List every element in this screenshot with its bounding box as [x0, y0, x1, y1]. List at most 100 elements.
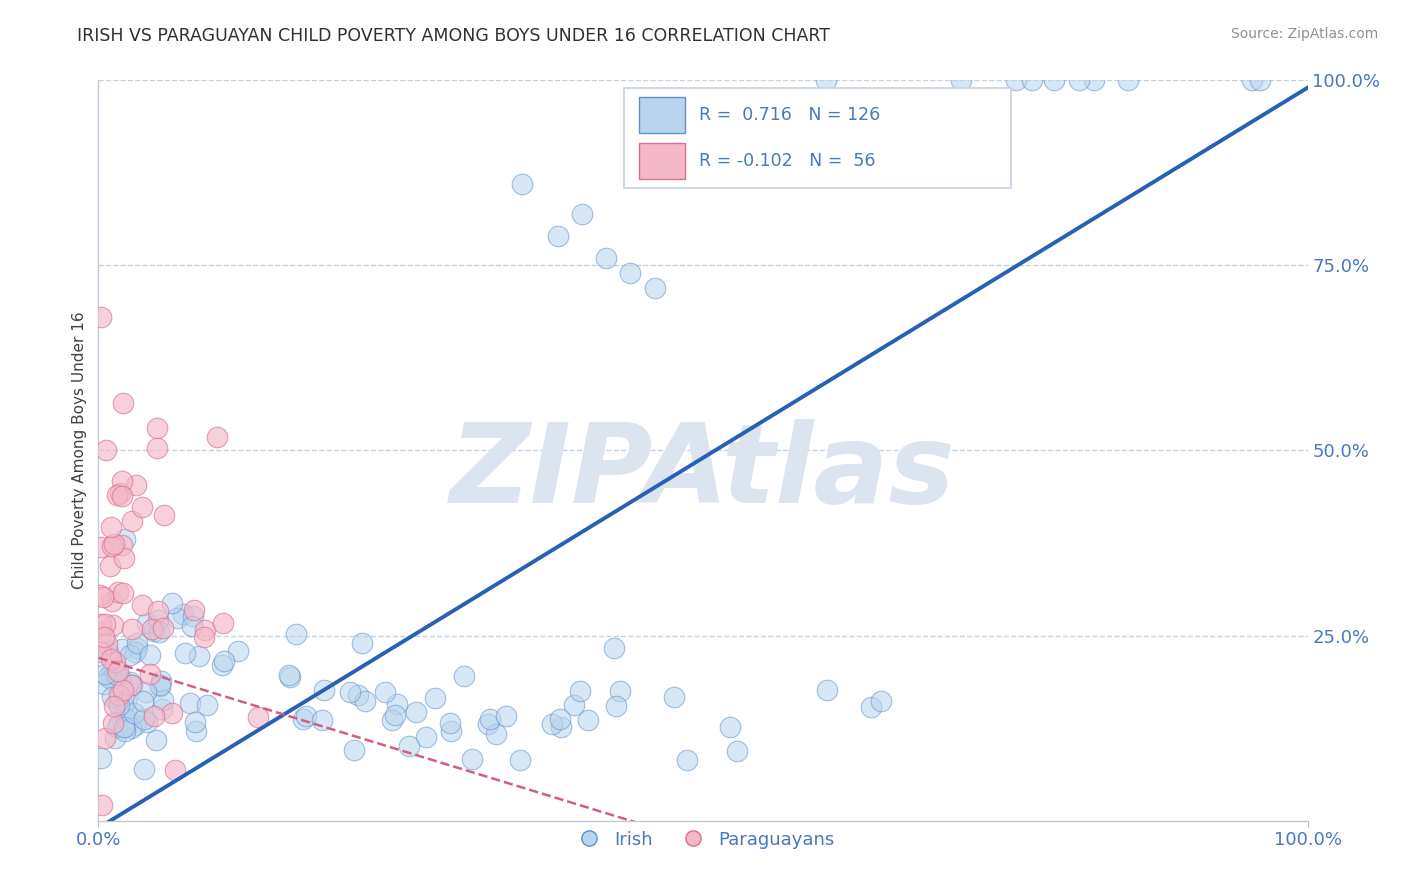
Point	[120, 648, 142, 662]
Point	[139, 666, 162, 681]
Point	[211, 657, 233, 672]
Point	[115, 694, 138, 708]
Point	[94, 616, 117, 631]
Point	[312, 682, 335, 697]
Point	[342, 743, 364, 757]
Point	[1241, 73, 1264, 87]
Point	[152, 692, 174, 706]
Point	[174, 647, 197, 661]
Point	[350, 635, 373, 649]
Point	[1069, 73, 1091, 87]
Point	[121, 622, 143, 636]
Point	[111, 538, 134, 552]
Point	[111, 697, 134, 711]
Point	[97, 670, 120, 684]
Point	[384, 708, 406, 723]
Point	[101, 594, 124, 608]
Point	[550, 720, 572, 734]
Point	[98, 558, 121, 573]
Point	[125, 477, 148, 491]
Point	[105, 488, 128, 502]
Point	[339, 684, 361, 698]
Point	[115, 703, 138, 717]
Text: R = -0.102   N =  56: R = -0.102 N = 56	[699, 152, 876, 170]
Bar	[638, 97, 685, 133]
Point	[108, 485, 131, 500]
Point	[405, 705, 427, 719]
Point	[160, 706, 183, 720]
Point	[166, 610, 188, 624]
Point	[114, 720, 136, 734]
Point	[662, 690, 685, 704]
Point	[112, 683, 135, 698]
Point	[509, 753, 531, 767]
Point	[104, 655, 127, 669]
Point	[181, 608, 204, 623]
Point	[91, 590, 114, 604]
Point	[146, 613, 169, 627]
Point	[870, 694, 893, 708]
Point	[725, 744, 748, 758]
Point	[112, 586, 135, 600]
Point	[603, 640, 626, 655]
Point	[107, 585, 129, 599]
Point	[184, 724, 207, 739]
Point	[247, 710, 270, 724]
Point	[153, 508, 176, 522]
Point	[114, 533, 136, 547]
Point	[165, 763, 187, 777]
Point	[138, 648, 160, 663]
Point	[595, 251, 617, 265]
Point	[93, 666, 115, 681]
Point	[91, 798, 114, 813]
Point	[817, 683, 839, 698]
Point	[112, 551, 135, 566]
Point	[354, 694, 377, 708]
Text: Source: ZipAtlas.com: Source: ZipAtlas.com	[1230, 27, 1378, 41]
Point	[195, 698, 218, 712]
Point	[136, 715, 159, 730]
Point	[135, 684, 157, 698]
Point	[111, 489, 134, 503]
Legend: Irish, Paraguayans: Irish, Paraguayans	[564, 823, 842, 856]
Point	[96, 636, 118, 650]
Point	[194, 624, 217, 638]
Point	[1043, 73, 1066, 87]
Point	[111, 474, 134, 488]
Point	[111, 642, 134, 657]
Point	[184, 714, 207, 729]
Point	[90, 540, 112, 554]
Point	[145, 732, 167, 747]
Point	[183, 603, 205, 617]
Point	[193, 631, 215, 645]
Point	[100, 520, 122, 534]
FancyBboxPatch shape	[624, 87, 1011, 187]
Point	[295, 709, 318, 723]
Point	[105, 668, 128, 682]
Point	[1083, 73, 1105, 87]
Point	[1021, 73, 1043, 87]
Point	[124, 718, 146, 732]
Point	[478, 713, 501, 727]
Point	[439, 716, 461, 731]
Point	[101, 690, 124, 704]
Point	[212, 615, 235, 630]
Point	[127, 640, 149, 655]
Point	[90, 645, 112, 659]
Point	[187, 649, 209, 664]
Point	[179, 696, 201, 710]
Point	[461, 752, 484, 766]
Point	[149, 673, 172, 688]
Point	[548, 712, 571, 726]
Y-axis label: Child Poverty Among Boys Under 16: Child Poverty Among Boys Under 16	[72, 311, 87, 590]
Point	[160, 596, 183, 610]
Point	[135, 615, 157, 630]
Point	[485, 727, 508, 741]
Point	[1116, 73, 1139, 87]
Point	[576, 714, 599, 728]
Point	[114, 712, 136, 726]
Point	[142, 709, 165, 723]
Point	[114, 724, 136, 739]
Point	[181, 619, 204, 633]
Point	[101, 618, 124, 632]
